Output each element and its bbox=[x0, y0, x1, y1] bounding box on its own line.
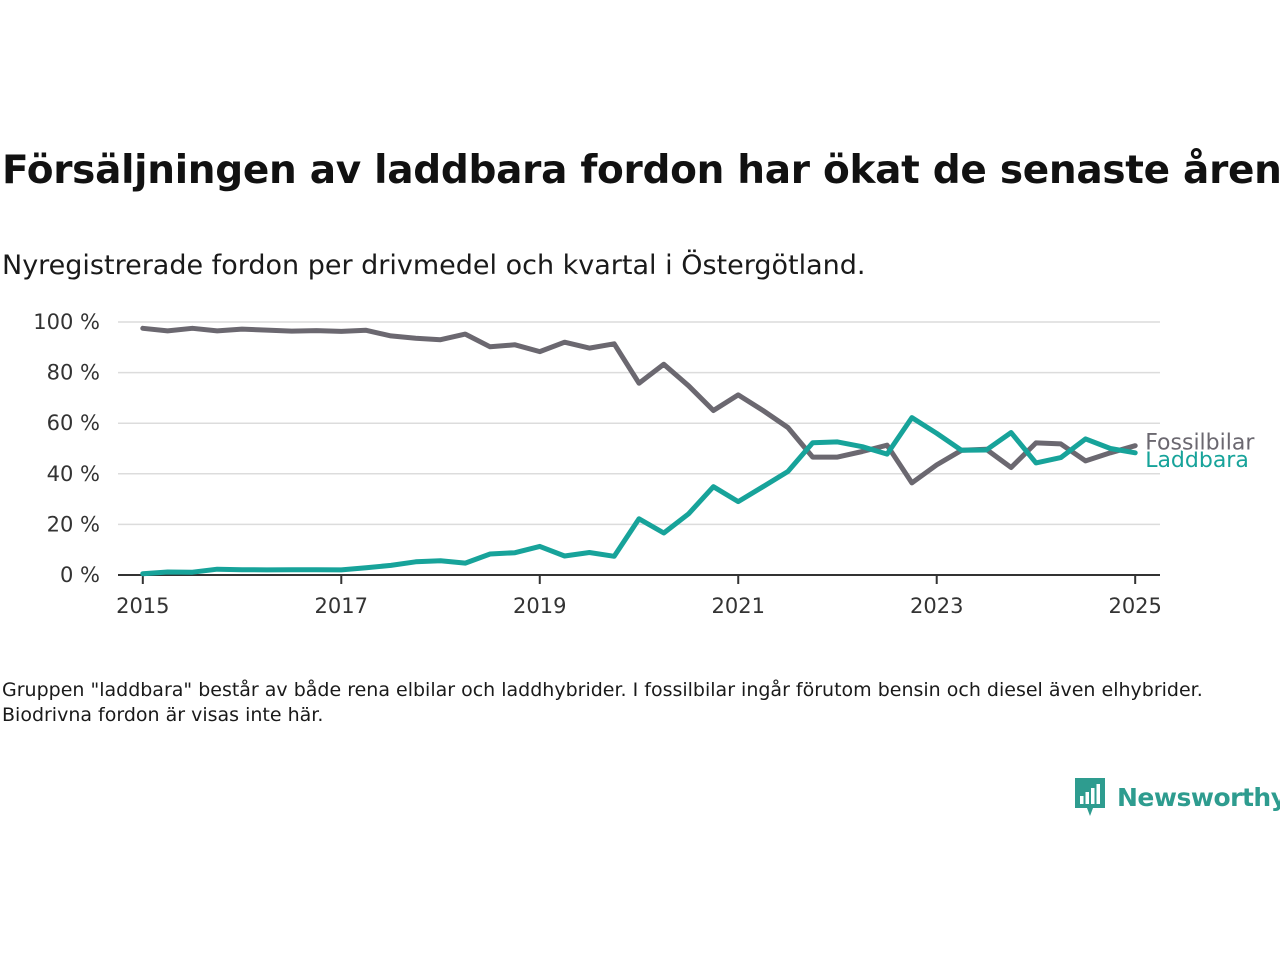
newsworthy-wordmark: Newsworthy bbox=[1117, 782, 1280, 812]
y-tick-label: 0 % bbox=[60, 563, 100, 587]
chart-title: Försäljningen av laddbara fordon har öka… bbox=[2, 148, 1280, 193]
y-tick-label: 60 % bbox=[47, 411, 100, 435]
newsworthy-logo-icon bbox=[1075, 778, 1105, 816]
x-tick-label: 2021 bbox=[712, 594, 765, 618]
line-chart: 0 % 20 % 40 % 60 % 80 % 100 % 2015 2017 2019 2021… bbox=[33, 310, 1257, 618]
y-tick-label: 100 % bbox=[33, 310, 100, 334]
y-tick-label: 40 % bbox=[47, 462, 100, 486]
x-tick-label: 2023 bbox=[910, 594, 963, 618]
axes: 0 % 20 % 40 % 60 % 80 % 100 % 2015 2017 2019 2021… bbox=[33, 310, 1162, 618]
x-tick-label: 2015 bbox=[116, 594, 169, 618]
x-tick-label: 2017 bbox=[315, 594, 368, 618]
footnote: Gruppen "laddbara" består av både rena e… bbox=[2, 679, 1203, 726]
gridlines bbox=[118, 321, 1160, 526]
newsworthy-brand[interactable]: Newsworthy bbox=[1073, 776, 1280, 818]
series-end-label-laddbara: Laddbara bbox=[1145, 448, 1249, 473]
y-tick-label: 20 % bbox=[47, 512, 100, 536]
series-lines bbox=[140, 325, 1138, 577]
series-line-laddbara bbox=[140, 415, 1138, 577]
y-tick-label: 80 % bbox=[47, 361, 100, 385]
x-tick-label: 2019 bbox=[513, 594, 566, 618]
series-line-fossilbilar bbox=[140, 325, 1138, 486]
series-end-label-fossilbilar: Fossilbilar bbox=[1145, 431, 1255, 456]
chart-subtitle: Nyregistrerade fordon per drivmedel och … bbox=[2, 250, 866, 281]
x-tick-label: 2025 bbox=[1108, 594, 1161, 618]
